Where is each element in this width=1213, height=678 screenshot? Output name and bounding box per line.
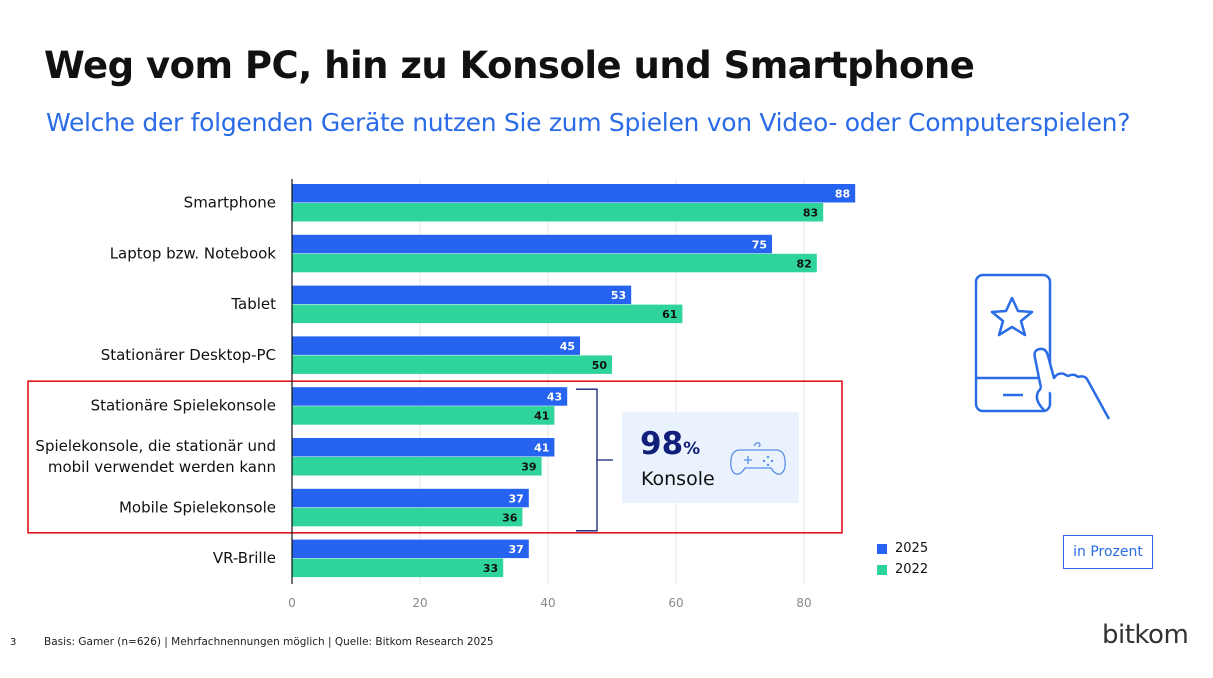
bar-2025 [292, 539, 529, 559]
x-tick-label: 80 [796, 596, 811, 610]
bar-2025 [292, 438, 555, 457]
page-title: Weg vom PC, hin zu Konsole und Smartphon… [44, 44, 975, 87]
bar-2025 [292, 336, 580, 355]
data-label: 83 [803, 207, 818, 220]
bar-2022 [292, 203, 824, 222]
legend-label-2022: 2022 [895, 562, 929, 577]
footer-note: Basis: Gamer (n=626) | Mehrfachnennungen… [44, 636, 494, 648]
data-label: 41 [534, 410, 549, 423]
data-label: 61 [662, 308, 677, 321]
category-label: Mobile Spielekonsole [119, 498, 276, 516]
data-label: 37 [508, 492, 523, 505]
data-label: 75 [752, 238, 767, 251]
bar-2025 [292, 234, 772, 254]
callout-label: Konsole [641, 468, 715, 490]
unit-note: in Prozent [1063, 535, 1153, 569]
bar-2022 [292, 457, 542, 476]
bar-2022 [292, 507, 523, 527]
data-label: 37 [508, 543, 523, 556]
category-label: VR-Brille [213, 549, 276, 567]
category-label: Smartphone [184, 194, 276, 212]
page-number: 3 [10, 637, 17, 648]
callout-unit: % [683, 439, 701, 459]
bracket [576, 388, 613, 532]
legend-item-2025: 2025 [877, 538, 928, 559]
category-label: Spielekonsole, die stationär und [35, 437, 276, 455]
highlight-box [27, 380, 843, 534]
data-label: 36 [502, 511, 518, 524]
data-label: 88 [835, 188, 850, 201]
data-label: 50 [592, 359, 608, 372]
bar-2025 [292, 285, 632, 305]
bar-2025 [292, 387, 568, 406]
category-label: Laptop bzw. Notebook [110, 244, 277, 262]
callout-value: 98% [640, 426, 701, 462]
console-callout: 98% Konsole [622, 412, 799, 503]
bar-2022 [292, 304, 683, 324]
bar-2025 [292, 184, 856, 203]
bar-2022 [292, 406, 555, 425]
data-label: 45 [560, 340, 575, 353]
data-label: 43 [547, 391, 562, 404]
legend-swatch-2022 [877, 564, 887, 575]
bar-2025 [292, 488, 529, 508]
data-label: 33 [483, 562, 498, 575]
data-label: 41 [534, 442, 549, 455]
category-label: mobil verwendet werden kann [48, 458, 276, 476]
chart-legend: 2025 2022 [877, 538, 928, 580]
brand-logo: bitkom [1102, 620, 1189, 650]
x-tick-label: 20 [412, 596, 427, 610]
bar-2022 [292, 253, 817, 273]
x-tick-label: 40 [540, 596, 555, 610]
legend-item-2022: 2022 [877, 559, 928, 580]
x-tick-label: 0 [288, 596, 296, 610]
page-subtitle: Welche der folgenden Geräte nutzen Sie z… [46, 108, 1131, 137]
category-label: Stationärer Desktop-PC [101, 346, 276, 364]
category-label: Stationäre Spielekonsole [91, 397, 276, 415]
legend-swatch-2025 [877, 543, 887, 554]
x-tick-label: 60 [668, 596, 683, 610]
data-label: 82 [796, 257, 811, 270]
legend-label-2025: 2025 [895, 541, 929, 556]
gamepad-icon [730, 442, 786, 475]
smartphone-touch-star-icon [974, 273, 1111, 420]
bar-2022 [292, 355, 612, 374]
data-label: 39 [521, 461, 536, 474]
category-label: Tablet [230, 295, 276, 313]
bar-2022 [292, 558, 504, 578]
data-label: 53 [611, 289, 626, 302]
